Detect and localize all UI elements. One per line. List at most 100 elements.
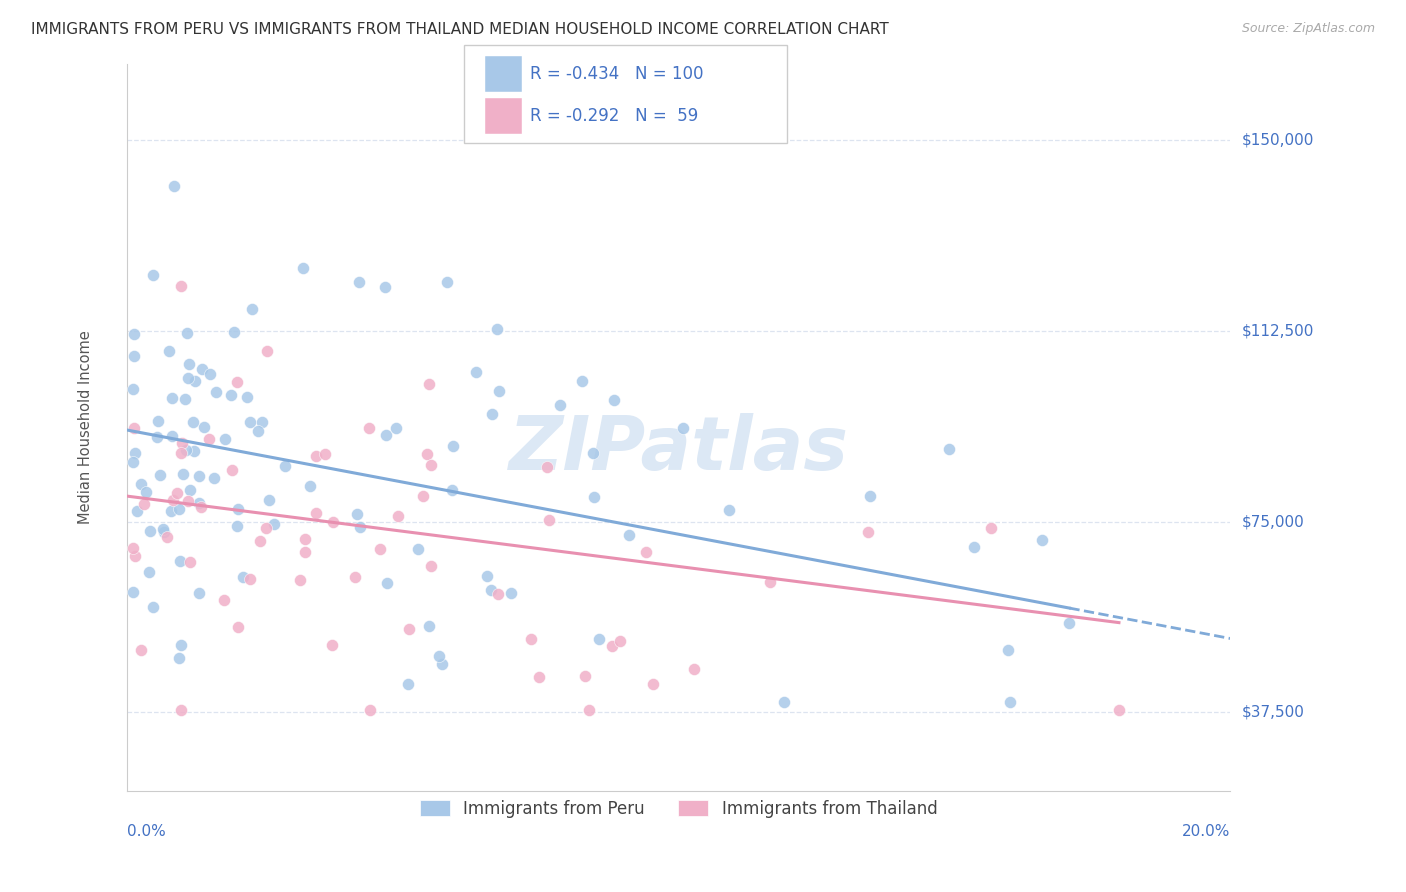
Point <box>538 513 561 527</box>
Point <box>374 280 396 294</box>
Point <box>349 520 371 534</box>
Point <box>603 392 626 407</box>
Point <box>162 429 184 443</box>
Point <box>250 415 273 429</box>
Point <box>375 428 398 442</box>
Point <box>488 384 510 398</box>
Point <box>239 572 262 586</box>
Point <box>485 322 508 336</box>
Point <box>274 459 297 474</box>
Point <box>357 421 380 435</box>
Point <box>226 519 249 533</box>
Point <box>294 545 316 559</box>
Point <box>172 435 194 450</box>
Point <box>188 468 211 483</box>
Point <box>441 439 464 453</box>
Point <box>121 585 143 599</box>
Point <box>396 677 419 691</box>
Point <box>998 695 1021 709</box>
Point <box>475 569 498 583</box>
Point <box>162 493 184 508</box>
Point <box>132 497 155 511</box>
Text: ZIPatlas: ZIPatlas <box>509 413 849 486</box>
Point <box>167 501 190 516</box>
Point <box>166 486 188 500</box>
Point <box>190 500 212 514</box>
Point <box>375 576 398 591</box>
Point <box>292 260 315 275</box>
Point <box>527 670 550 684</box>
Point <box>406 541 429 556</box>
Point <box>169 703 191 717</box>
Point <box>387 508 409 523</box>
Point <box>479 583 502 598</box>
Point <box>124 446 146 460</box>
Point <box>224 325 246 339</box>
Point <box>187 586 209 600</box>
Point <box>232 570 254 584</box>
Point <box>1108 703 1130 717</box>
Text: 20.0%: 20.0% <box>1182 823 1230 838</box>
Point <box>247 425 270 439</box>
Text: Source: ZipAtlas.com: Source: ZipAtlas.com <box>1241 22 1375 36</box>
Point <box>124 349 146 363</box>
Point <box>578 703 600 717</box>
Point <box>536 459 558 474</box>
Point <box>198 433 221 447</box>
Point <box>176 494 198 508</box>
Point <box>193 420 215 434</box>
Point <box>418 619 440 633</box>
Point <box>294 532 316 546</box>
Point <box>160 504 183 518</box>
Point <box>219 388 242 402</box>
Point <box>321 638 343 652</box>
Point <box>146 430 169 444</box>
Point <box>152 524 174 539</box>
Point <box>181 415 204 429</box>
Point <box>149 467 172 482</box>
Point <box>225 375 247 389</box>
Point <box>359 703 381 717</box>
Point <box>256 343 278 358</box>
Point <box>221 463 243 477</box>
Point <box>322 515 344 529</box>
Point <box>257 493 280 508</box>
Point <box>683 661 706 675</box>
Point <box>440 483 463 497</box>
Point <box>430 657 453 671</box>
Point <box>139 524 162 538</box>
Point <box>571 374 593 388</box>
Text: $150,000: $150,000 <box>1241 133 1313 148</box>
Point <box>121 455 143 469</box>
Point <box>634 544 657 558</box>
Point <box>177 371 200 385</box>
Point <box>588 632 610 646</box>
Text: R = -0.434   N = 100: R = -0.434 N = 100 <box>530 65 703 83</box>
Point <box>486 587 509 601</box>
Point <box>240 301 263 316</box>
Point <box>170 278 193 293</box>
Point <box>135 485 157 500</box>
Point <box>481 407 503 421</box>
Point <box>582 490 605 504</box>
Point <box>859 489 882 503</box>
Point <box>349 275 371 289</box>
Point <box>172 467 194 482</box>
Point <box>346 507 368 521</box>
Point <box>979 521 1001 535</box>
Point <box>156 530 179 544</box>
Point <box>290 573 312 587</box>
Point <box>254 521 277 535</box>
Point <box>157 343 180 358</box>
Point <box>191 362 214 376</box>
Text: 0.0%: 0.0% <box>127 823 166 838</box>
Point <box>148 414 170 428</box>
Point <box>169 446 191 460</box>
Point <box>167 651 190 665</box>
Point <box>419 558 441 573</box>
Point <box>609 633 631 648</box>
Point <box>519 632 541 647</box>
Point <box>717 503 740 517</box>
Point <box>758 575 780 590</box>
Point <box>574 669 596 683</box>
